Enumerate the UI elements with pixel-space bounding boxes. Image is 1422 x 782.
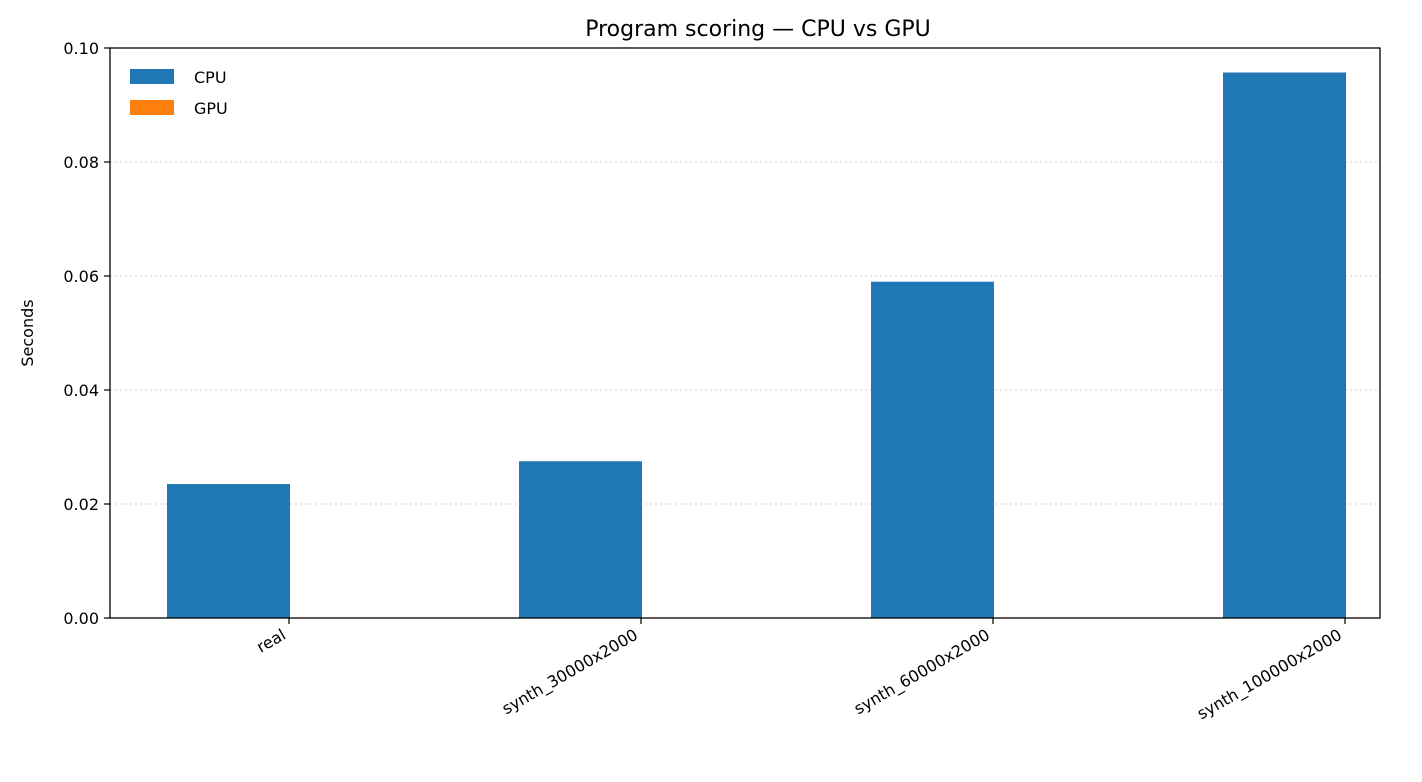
bar-cpu-real: [167, 484, 290, 618]
x-tick-label: synth_60000x2000: [851, 625, 994, 719]
x-tick-label: synth_100000x2000: [1194, 625, 1346, 724]
y-axis-label: Seconds: [18, 299, 37, 366]
x-tick-label: synth_30000x2000: [499, 625, 642, 719]
bar-cpu-synth_60000x2000: [871, 281, 994, 618]
chart-title: Program scoring — CPU vs GPU: [585, 17, 931, 42]
plot-frame: [109, 47, 1381, 619]
x-tick-label: real: [253, 625, 289, 657]
legend-label-gpu: GPU: [194, 99, 228, 118]
y-axis-ticks: 0.00 0.02 0.04 0.06 0.08 0.10: [63, 39, 110, 628]
bar-cpu-synth_100000x2000: [1223, 72, 1346, 618]
legend-label-cpu: CPU: [194, 68, 227, 87]
legend: CPU GPU: [130, 68, 228, 118]
y-tick-label: 0.08: [63, 153, 99, 172]
legend-swatch-gpu: [130, 100, 174, 115]
legend-swatch-cpu: [130, 69, 174, 84]
x-axis-ticks: real synth_30000x2000 synth_60000x2000 synt…: [253, 618, 1346, 724]
y-tick-label: 0.10: [63, 39, 99, 58]
y-tick-label: 0.06: [63, 267, 99, 286]
y-tick-label: 0.04: [63, 381, 99, 400]
bar-cpu-synth_30000x2000: [519, 461, 642, 618]
bars: [167, 72, 1346, 618]
y-tick-label: 0.02: [63, 495, 99, 514]
gridlines: [110, 161, 1380, 505]
y-tick-label: 0.00: [63, 609, 99, 628]
